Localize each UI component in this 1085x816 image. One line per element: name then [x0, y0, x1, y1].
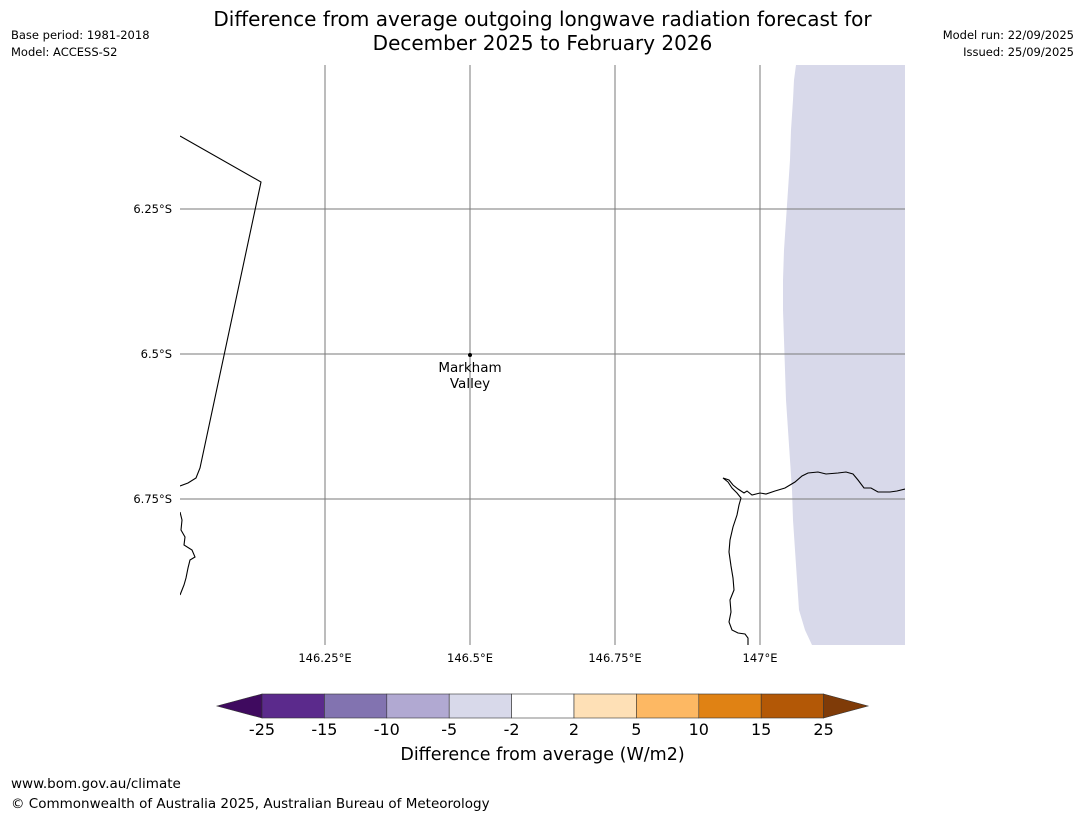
colorbar-tick-5: -2 [503, 720, 520, 739]
colorbar-segment-5 [511, 693, 575, 719]
colorbar-segment-3 [386, 693, 450, 719]
colorbar-tick-10: 25 [813, 720, 834, 739]
coastline-and-borders [180, 135, 905, 645]
colorbar-tick-4: -5 [441, 720, 458, 739]
colorbar [215, 693, 870, 719]
colorbar-segment-1 [261, 693, 325, 719]
markham-valley-marker [468, 353, 472, 357]
colorbar-segment-9 [760, 693, 824, 719]
colorbar-tick-3: -10 [373, 720, 400, 739]
footer-copyright: © Commonwealth of Australia 2025, Austra… [11, 796, 490, 812]
map-title: Difference from average outgoing longwav… [0, 7, 1085, 55]
colorbar-tick-2: -15 [311, 720, 338, 739]
colorbar-segment-8 [698, 693, 762, 719]
colorbar-segment-4 [448, 693, 512, 719]
colorbar-segment-2 [324, 693, 388, 719]
place-name-line-2: Valley [449, 376, 491, 392]
place-label-markham-valley: Markham Valley [420, 360, 520, 392]
province-border [180, 135, 262, 487]
colorbar-tick-9: 15 [751, 720, 772, 739]
huon-gulf-coastline [722, 471, 905, 645]
lon-label-146-25e: 146.25°E [298, 651, 352, 665]
colorbar-segment-7 [636, 693, 700, 719]
lat-label-6-25s: 6.25°S [133, 202, 172, 216]
colorbar-tick-1: -25 [248, 720, 276, 739]
colorbar-extend-low [215, 693, 263, 719]
colorbar-segment-6 [573, 693, 637, 719]
footer-url: www.bom.gov.au/climate [11, 776, 181, 792]
colorbar-label: Difference from average (W/m2) [400, 745, 685, 765]
base-period: Base period: 1981-2018 [11, 28, 150, 42]
lon-label-146-5e: 146.5°E [447, 651, 493, 665]
issued-date: Issued: 25/09/2025 [963, 45, 1074, 59]
colorbar-tick-8: 10 [688, 720, 709, 739]
lon-label-147e: 147°E [742, 651, 778, 665]
place-name-line-1: Markham [438, 360, 502, 376]
header-right: Model run: 22/09/2025 Issued: 25/09/2025 [943, 27, 1074, 61]
colorbar-extend-high [823, 693, 870, 719]
model-run: Model run: 22/09/2025 [942, 28, 1074, 42]
title-line-1: Difference from average outgoing longwav… [213, 7, 872, 31]
colorbar-tick-7: 5 [631, 720, 642, 739]
lat-label-6-75s: 6.75°S [133, 492, 172, 506]
western-coastline [180, 511, 196, 596]
header-left: Base period: 1981-2018 Model: ACCESS-S2 [11, 27, 150, 61]
graticule [180, 65, 905, 645]
lon-label-146-75e: 146.75°E [588, 651, 642, 665]
title-line-2: December 2025 to February 2026 [372, 31, 713, 55]
anomaly-region [783, 65, 905, 645]
lat-label-6-5s: 6.5°S [140, 347, 172, 361]
model-name: Model: ACCESS-S2 [11, 45, 118, 59]
colorbar-tick-6: 2 [568, 720, 580, 739]
